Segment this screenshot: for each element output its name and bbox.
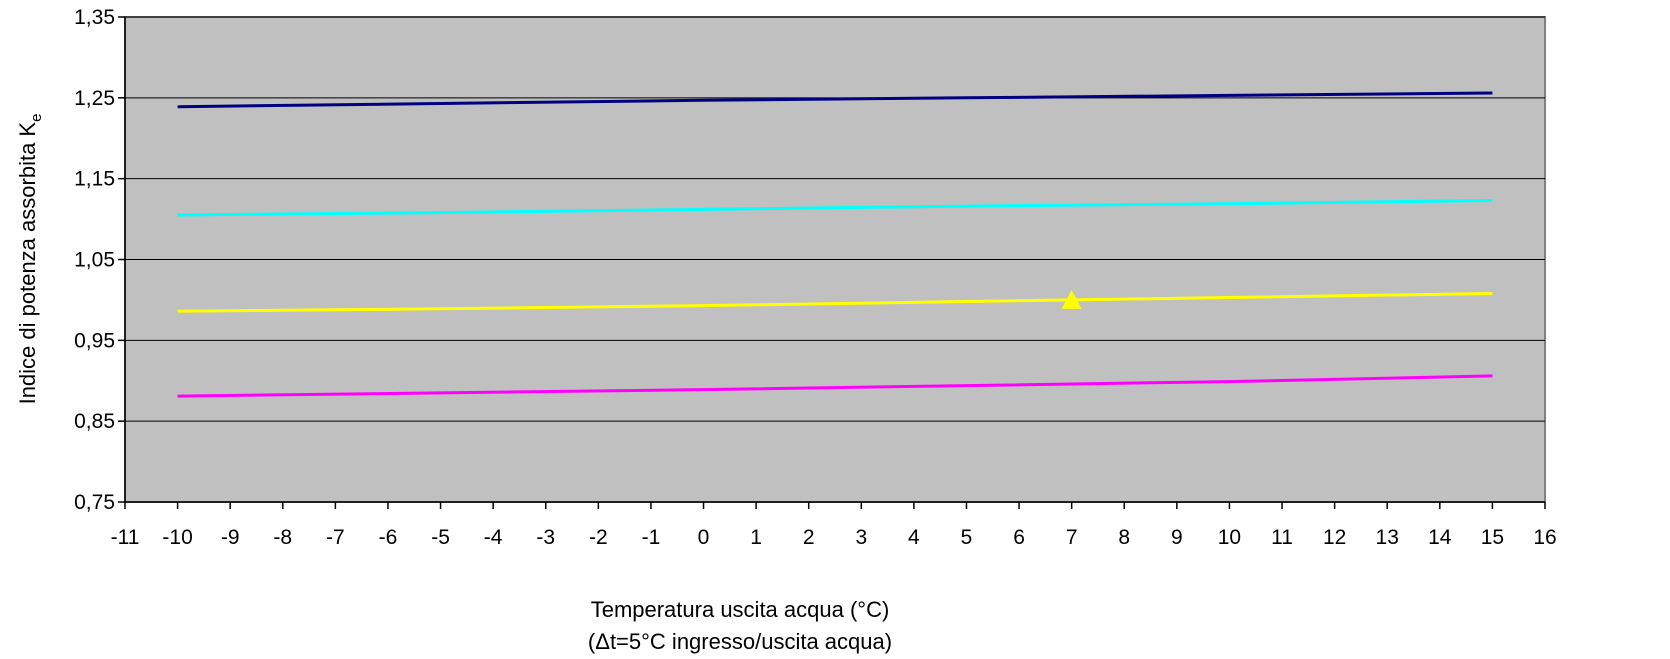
x-tick-label: 7 [1066,526,1078,549]
x-axis-subtitle: (Δt=5°C ingresso/uscita acqua) [588,629,892,654]
x-tick-label: 0 [698,526,710,549]
y-axis-title-main: Indice di potenza assorbita K [15,122,40,405]
x-tick-label: 11 [1271,526,1293,549]
x-tick-label: -4 [484,526,503,549]
x-tick-label: 14 [1428,526,1452,549]
x-tick-label: -2 [589,526,608,549]
x-tick-label: 4 [908,526,920,549]
triangle-marker [1061,289,1082,309]
x-tick-label: 2 [803,526,815,549]
series-line-4 [177,374,1493,398]
x-axis-title: Temperatura uscita acqua (°C) [591,597,890,622]
x-tick-label: -9 [221,526,240,549]
x-tick-label: -1 [642,526,661,549]
series-line-3 [177,292,1493,313]
y-axis-ticks: 0,75 0,85 0,95 1,05 1,15 1,25 1,35 [74,6,125,514]
x-tick-label: 8 [1118,526,1130,549]
x-tick-label: -10 [162,526,192,549]
x-tick-label: 13 [1376,526,1399,549]
y-tick-label: 0,85 [74,410,115,433]
x-tick-label: 12 [1323,526,1346,549]
y-tick-label: 0,95 [74,329,115,352]
x-tick-label: 6 [1013,526,1025,549]
y-tick-label: 1,05 [74,249,115,272]
series-line-2 [177,199,1493,217]
x-tick-label: 10 [1218,526,1241,549]
x-tick-label: 15 [1481,526,1504,549]
x-axis-ticks: -11 -10 -9 -8 -7 -6 -5 -4 -3 -2 -1 0 1 2 3 4 5 6 7 8 9 10 11 12… [111,502,1557,549]
x-tick-label: 3 [855,526,867,549]
y-axis-title: Indice di potenza assorbita Ke [15,114,45,405]
markers [1061,289,1082,309]
y-tick-label: 1,25 [74,87,115,110]
x-tick-label: -5 [431,526,450,549]
x-tick-label: 5 [961,526,973,549]
x-tick-label: -11 [111,526,140,549]
x-tick-label: -7 [326,526,345,549]
y-tick-label: 0,75 [74,491,115,514]
x-tick-label: -6 [379,526,398,549]
series-line-1 [177,91,1493,109]
y-axis-title-subscript: e [28,114,45,122]
y-tick-label: 1,35 [74,6,115,29]
x-tick-label: -3 [536,526,555,549]
y-tick-label: 1,15 [74,168,115,191]
series-lines [177,91,1493,398]
x-tick-label: 16 [1533,526,1556,549]
x-tick-label: -8 [273,526,292,549]
x-tick-label: 9 [1171,526,1183,549]
x-tick-label: 1 [750,526,762,549]
